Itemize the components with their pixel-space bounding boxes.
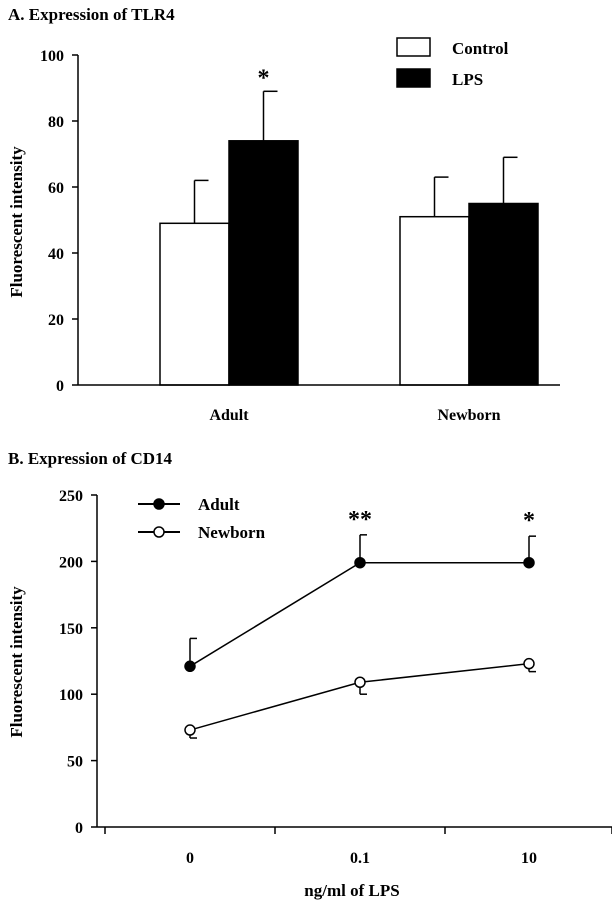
legend-label-control: Control [452, 39, 509, 58]
point-adult [523, 556, 535, 569]
panel-b: B. Expression of CD14 Fluorescent intens… [7, 449, 612, 900]
bar-adult-lps [228, 140, 299, 386]
bar-newborn-control [399, 215, 470, 386]
panel-a-y-tick-label: 100 [40, 48, 64, 65]
panel-b-legend: Adult Newborn [138, 495, 266, 542]
legend-label-adult: Adult [198, 495, 240, 514]
bar-newborn-lps [468, 202, 539, 386]
panel-b-x-tick-label: 0.1 [350, 850, 370, 867]
panel-b-x-tick-label: 0 [186, 850, 194, 867]
significance-marker: ** [348, 507, 372, 533]
panel-a-title: A. Expression of TLR4 [8, 5, 175, 24]
legend-swatch-lps [396, 68, 431, 88]
point-adult [184, 660, 196, 673]
legend-marker-adult [153, 498, 165, 510]
panel-b-x-tick-label: 10 [521, 850, 537, 867]
panel-a-y-tick-label: 0 [56, 378, 64, 395]
panel-b-y-tick-label: 150 [59, 621, 83, 638]
panel-a-y-tick-label: 80 [48, 114, 64, 131]
significance-marker: * [258, 65, 270, 91]
panel-a-y-axis-label: Fluorescent intensity [7, 146, 26, 298]
panel-a: A. Expression of TLR4 Fluorescent intens… [7, 5, 560, 424]
panel-a-y-tick-label: 40 [48, 246, 64, 263]
point-adult [354, 556, 366, 569]
panel-a-y-tick-label: 60 [48, 180, 64, 197]
legend-label-lps: LPS [452, 70, 483, 89]
panel-a-category-label: Newborn [437, 407, 500, 424]
panel-a-category-label: Adult [209, 407, 249, 424]
panel-b-y-tick-label: 50 [67, 754, 83, 771]
panel-a-y-tick-label: 20 [48, 312, 64, 329]
legend-marker-newborn [153, 526, 165, 538]
line-adult [189, 561, 529, 667]
panel-b-title: B. Expression of CD14 [8, 449, 173, 468]
significance-marker: * [523, 508, 535, 534]
line-newborn [189, 662, 530, 731]
bar-adult-control [159, 222, 230, 386]
point-newborn [184, 724, 196, 736]
panel-a-legend: Control LPS [396, 37, 509, 89]
panel-b-y-tick-label: 0 [75, 820, 83, 837]
panel-b-y-tick-label: 250 [59, 488, 83, 505]
panel-b-x-axis-label: ng/ml of LPS [304, 881, 399, 900]
legend-swatch-control [396, 37, 431, 57]
point-newborn [523, 657, 535, 670]
panel-b-y-axis-label: Fluorescent intensity [7, 586, 26, 738]
panel-b-y-tick-label: 100 [59, 687, 83, 704]
legend-label-newborn: Newborn [198, 523, 266, 542]
point-newborn [354, 676, 366, 688]
panel-b-y-tick-label: 200 [59, 554, 83, 571]
